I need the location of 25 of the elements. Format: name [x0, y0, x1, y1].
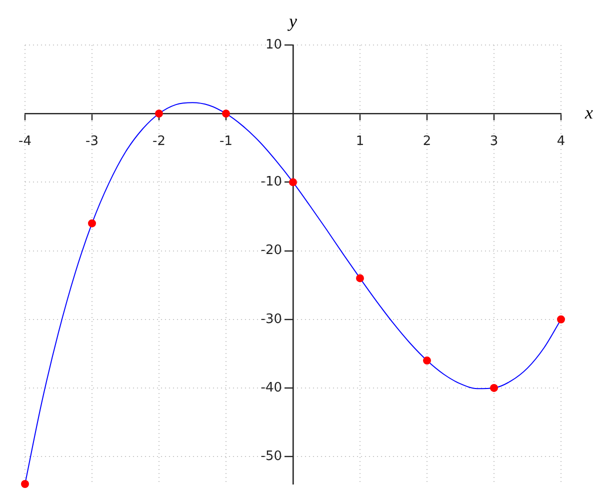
x-tick-label: -2	[152, 134, 166, 149]
point	[423, 356, 431, 365]
x-tick-label: 2	[422, 134, 432, 149]
point	[289, 178, 297, 186]
y-tick-label: -30	[260, 312, 282, 327]
y-tick-label: -50	[260, 448, 282, 464]
x-tick-label: -4	[18, 134, 32, 149]
x-axis-title: x	[584, 102, 593, 122]
point	[222, 110, 230, 118]
y-tick-label: -40	[260, 380, 282, 396]
point	[356, 274, 364, 282]
y-tick-label: -20	[260, 243, 282, 258]
x-tick-label: 1	[356, 134, 364, 149]
point	[557, 315, 565, 324]
point	[88, 219, 96, 228]
x-tick-label: -3	[86, 134, 98, 149]
y-tick-label: 10	[265, 37, 282, 52]
point	[490, 384, 498, 392]
x-tick-label: -1	[220, 134, 232, 149]
y-axis-title: y	[287, 11, 297, 31]
point	[155, 110, 163, 118]
y-tick-label: -10	[260, 174, 282, 190]
x-tick-label: 4	[556, 134, 566, 149]
x-tick-label: 3	[490, 134, 498, 149]
point	[21, 480, 29, 488]
